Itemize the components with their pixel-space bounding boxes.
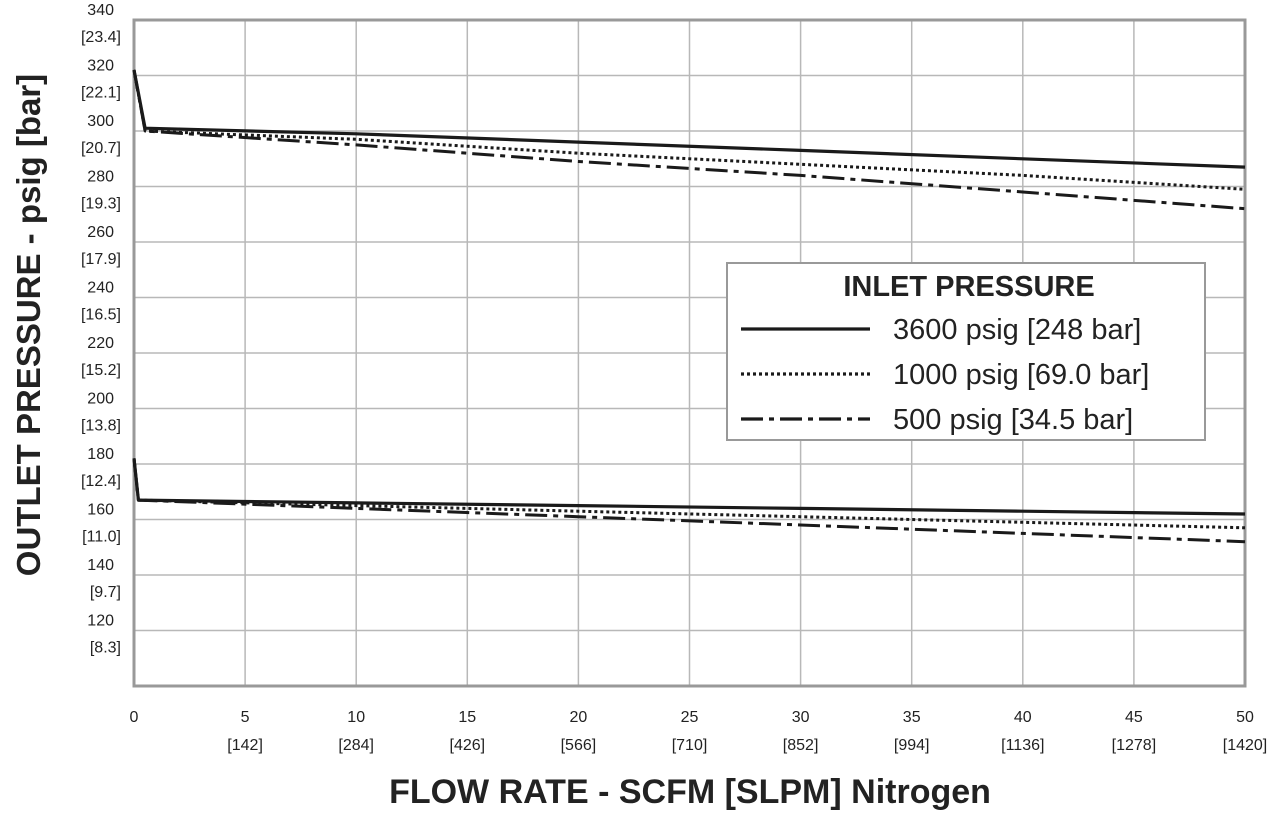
y-tick-sublabel: [12.4] [81, 473, 121, 490]
x-tick-sublabel: [426] [450, 737, 486, 754]
legend-label: 3600 psig [248 bar] [893, 314, 1141, 346]
x-tick-sublabel: [1420] [1223, 737, 1267, 754]
y-tick-sublabel: [16.5] [81, 307, 121, 324]
legend-label: 1000 psig [69.0 bar] [893, 359, 1149, 391]
y-tick-sublabel: [13.8] [81, 418, 121, 435]
x-tick-sublabel: [852] [783, 737, 819, 754]
y-tick-sublabel: [11.0] [82, 529, 121, 546]
x-tick-sublabel: [1278] [1112, 737, 1156, 754]
x-tick-sublabel: [710] [672, 737, 708, 754]
y-tick-sublabel: [22.1] [81, 85, 121, 102]
x-tick-sublabel: [994] [894, 737, 930, 754]
x-tick-label: 40 [1014, 709, 1032, 726]
y-tick-sublabel: [8.3] [90, 640, 121, 657]
plot-frame [132, 18, 1247, 688]
y-tick-sublabel: [23.4] [81, 29, 121, 46]
y-axis-title: OUTLET PRESSURE - psig [bar] [10, 74, 47, 576]
x-tick-label: 5 [241, 709, 250, 726]
x-axis-title: FLOW RATE - SCFM [SLPM] Nitrogen [389, 773, 991, 811]
y-tick-sublabel: [9.7] [90, 584, 121, 601]
x-tick-label: 50 [1236, 709, 1254, 726]
legend: INLET PRESSURE 3600 psig [248 bar] 1000 p… [726, 262, 1206, 441]
series-line-dashdot-high [132, 69, 1246, 211]
x-tick-label: 35 [903, 709, 921, 726]
legend-box [726, 262, 1206, 441]
y-tick-label: 180 [87, 446, 114, 463]
y-tick-label: 200 [87, 391, 114, 408]
y-tick-label: 120 [87, 613, 114, 630]
series-line-dashdot-low [132, 458, 1246, 544]
x-tick-sublabel: [142] [227, 737, 263, 754]
y-tick-label: 300 [87, 113, 114, 130]
x-tick-label: 0 [130, 709, 139, 726]
x-tick-label: 20 [570, 709, 588, 726]
x-tick-sublabel: [284] [338, 737, 374, 754]
series-line-dotted-low [132, 458, 1246, 530]
y-tick-label: 260 [87, 224, 114, 241]
y-tick-label: 340 [87, 2, 114, 19]
y-tick-label: 220 [87, 335, 114, 352]
legend-title: INLET PRESSURE [843, 271, 1094, 303]
x-tick-label: 15 [458, 709, 476, 726]
y-tick-label: 160 [87, 502, 114, 519]
x-tick-label: 45 [1125, 709, 1143, 726]
series-line-dotted-high [132, 69, 1246, 191]
y-tick-label: 320 [87, 58, 114, 75]
x-tick-label: 25 [681, 709, 699, 726]
x-tick-sublabel: [566] [561, 737, 597, 754]
y-tick-label: 240 [87, 280, 114, 297]
y-tick-sublabel: [15.2] [81, 362, 121, 379]
x-tick-label: 30 [792, 709, 810, 726]
y-tick-sublabel: [19.3] [81, 196, 121, 213]
y-tick-labels: 340 [23.4] 320 [22.1] 300 [20.7] 280 [19.3] 260 [… [81, 2, 121, 657]
x-tick-labels: 0 5 [142] 10 [284] 15 [426] 20 [566] 25 [710] 30 [85… [130, 709, 1268, 754]
x-tick-label: 10 [347, 709, 365, 726]
y-tick-label: 140 [87, 557, 114, 574]
legend-label: 500 psig [34.5 bar] [893, 404, 1133, 436]
y-tick-label: 280 [87, 169, 114, 186]
series-layer [132, 69, 1246, 544]
y-tick-sublabel: [17.9] [81, 251, 121, 268]
legend-entries: 3600 psig [248 bar] 1000 psig [69.0 bar] 5… [741, 314, 1149, 436]
y-tick-sublabel: [20.7] [81, 140, 121, 157]
x-tick-sublabel: [1136] [1001, 737, 1044, 754]
